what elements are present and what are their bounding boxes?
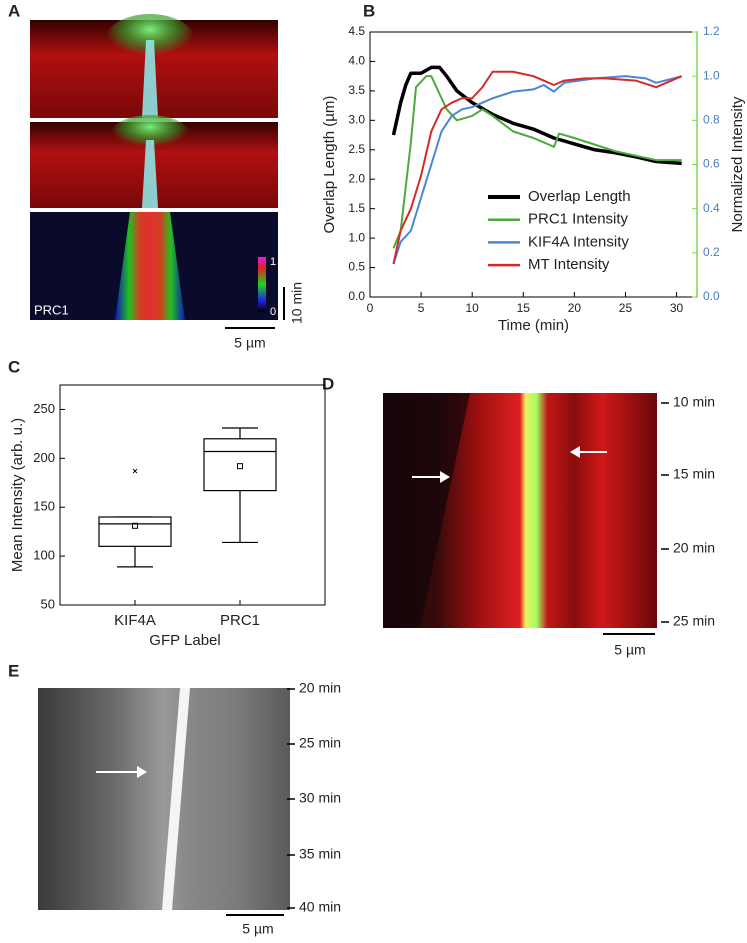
- series-line: [392, 70, 683, 265]
- y-tick-label: 2.0: [348, 171, 365, 185]
- time-label: 15 min: [673, 466, 715, 482]
- time-label: 10 min: [673, 394, 715, 410]
- y2-axis-label: Normalized Intensity: [729, 96, 746, 232]
- x-tick-label: PRC1: [220, 612, 260, 629]
- y2-tick-label: 0.0: [703, 289, 720, 303]
- y-tick-label: 1.5: [348, 201, 365, 215]
- space-scale: 5 µm: [234, 335, 265, 351]
- legend-label: Overlap Length: [528, 188, 631, 205]
- kymograph-a: [30, 14, 278, 320]
- y-tick-label: 150: [33, 499, 55, 514]
- colorbar-label: 1: [270, 256, 276, 268]
- y-tick-label: 2.5: [348, 142, 365, 156]
- mean: [132, 522, 138, 529]
- time-label: 30 min: [299, 790, 341, 806]
- x-axis-label: GFP Label: [149, 632, 220, 649]
- y2-tick-label: 1.0: [703, 68, 720, 82]
- time-label: 25 min: [299, 735, 341, 751]
- panel-label: B: [363, 1, 375, 20]
- time-scale: 10 min: [289, 282, 305, 324]
- x-tick-label: 25: [619, 301, 633, 315]
- x-tick-label: 10: [466, 301, 480, 315]
- y-axis-label: Mean Intensity (arb. u.): [9, 418, 26, 572]
- plot-frame: [59, 384, 326, 606]
- y-tick-label: 3.5: [348, 83, 365, 97]
- x-tick-label: 0: [367, 301, 374, 315]
- series-line: [392, 75, 682, 265]
- x-tick-label: 30: [670, 301, 684, 315]
- x-tick-label: KIF4A: [114, 612, 156, 629]
- time-label: 20 min: [299, 680, 341, 696]
- y2-tick-label: 1.2: [703, 24, 720, 38]
- y2-tick-label: 0.2: [703, 245, 720, 259]
- series-line: [392, 75, 682, 249]
- y-tick-label: 250: [33, 401, 55, 416]
- panel-label: C: [8, 357, 20, 376]
- panel-label: D: [322, 374, 334, 393]
- x-tick-label: 15: [517, 301, 531, 315]
- legend-label: KIF4A Intensity: [528, 233, 629, 250]
- mean: [237, 463, 243, 470]
- kymograph-d: [383, 393, 657, 628]
- y2-tick-label: 0.8: [703, 113, 720, 127]
- x-tick-label: 20: [568, 301, 582, 315]
- y-tick-label: 1.0: [348, 230, 365, 244]
- legend-label: MT Intensity: [528, 256, 610, 273]
- kymograph-e: [38, 688, 290, 910]
- y2-tick-label: 0.4: [703, 201, 720, 215]
- time-label: 40 min: [299, 899, 341, 915]
- space-scale: 5 µm: [242, 921, 273, 937]
- outlier: [132, 468, 138, 474]
- time-label: 35 min: [299, 846, 341, 862]
- y-tick-label: 4.0: [348, 54, 365, 68]
- panel-label: E: [8, 661, 19, 680]
- legend-label: PRC1 Intensity: [528, 211, 629, 228]
- space-scale: 5 µm: [614, 642, 645, 658]
- y-tick-label: 3.0: [348, 113, 365, 127]
- kymograph-label: PRC1: [34, 302, 69, 317]
- y-tick-label: 0.0: [348, 289, 365, 303]
- colorbar-label: 0: [270, 306, 276, 318]
- y-tick-label: 0.5: [348, 260, 365, 274]
- x-axis-label: Time (min): [498, 317, 569, 334]
- x-tick-label: 5: [418, 301, 425, 315]
- y-tick-label: 100: [33, 548, 55, 563]
- y-axis-label: Overlap Length (µm): [321, 96, 338, 234]
- time-label: 25 min: [673, 613, 715, 629]
- y-tick-label: 200: [33, 450, 55, 465]
- box: [98, 516, 172, 547]
- panel-label: A: [8, 1, 20, 20]
- box: [203, 438, 277, 492]
- y2-tick-label: 0.6: [703, 157, 720, 171]
- y-tick-label: 50: [41, 596, 55, 611]
- time-label: 20 min: [673, 540, 715, 556]
- y-tick-label: 4.5: [348, 24, 365, 38]
